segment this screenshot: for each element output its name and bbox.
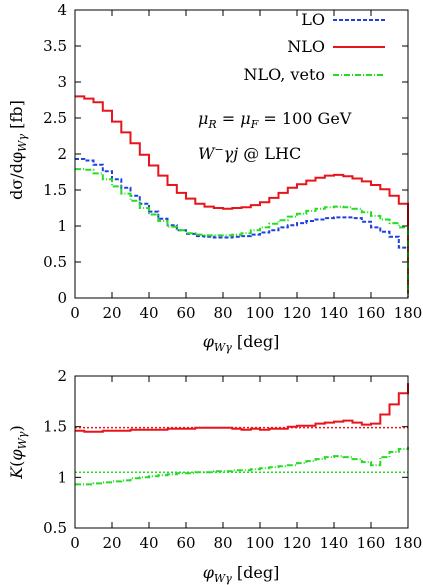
bottom-x-tick-label: 180 <box>394 534 423 552</box>
bottom-series-nlo-veto <box>75 446 409 486</box>
top-tick-labels: 0 20 40 60 80 100 120 140 160 180 0 0.5 1 1.5 2 2.5 3 3.5… <box>43 1 422 322</box>
bottom-y-tick-label: 1 <box>57 468 67 486</box>
top-x-tick-label: 60 <box>176 304 195 322</box>
bottom-series-group <box>75 383 409 486</box>
top-x-tick-label: 40 <box>139 304 158 322</box>
top-x-tick-label: 160 <box>357 304 386 322</box>
bottom-x-axis-label: φWγ [deg] <box>203 563 280 585</box>
bottom-ticks <box>74 375 409 529</box>
bottom-y-tick-label: 1.5 <box>43 418 67 436</box>
bottom-x-tick-label: 80 <box>213 534 232 552</box>
top-y-tick-label: 4 <box>57 1 67 19</box>
top-y-tick-label: 1 <box>57 217 67 235</box>
top-x-tick-label: 80 <box>213 304 232 322</box>
top-x-tick-label: 20 <box>102 304 121 322</box>
top-series-nlo-veto <box>75 168 409 295</box>
process-annotation: W−γj @ LHC <box>198 143 301 163</box>
top-y-tick-label: 0 <box>57 289 67 307</box>
bottom-x-tick-label: 20 <box>102 534 121 552</box>
top-x-tick-label: 120 <box>283 304 312 322</box>
top-y-tick-label: 3 <box>57 73 67 91</box>
top-x-tick-label: 100 <box>246 304 275 322</box>
top-y-tick-label: 3.5 <box>43 37 67 55</box>
legend: LO NLO NLO, veto <box>243 10 385 84</box>
bottom-series-nlo <box>75 383 409 433</box>
top-x-tick-label: 180 <box>394 304 423 322</box>
bottom-x-tick-label: 0 <box>70 534 80 552</box>
bottom-x-tick-label: 160 <box>357 534 386 552</box>
bottom-y-tick-label: 0.5 <box>43 519 67 537</box>
bottom-x-tick-label: 40 <box>139 534 158 552</box>
bottom-y-tick-label: 2 <box>57 367 67 385</box>
top-x-axis-label: φWγ [deg] <box>203 332 280 354</box>
top-series-lo <box>75 158 409 297</box>
bottom-plot-frame <box>74 375 409 529</box>
legend-label-lo: LO <box>301 10 325 29</box>
scale-annotation: μR = μF = 100 GeV <box>198 109 352 131</box>
legend-label-nlo: NLO <box>287 37 325 56</box>
bottom-tick-labels: 0 20 40 60 80 100 120 140 160 180 0.5 1 1.5 2 <box>43 367 422 552</box>
top-series-group <box>75 95 409 297</box>
top-x-tick-label: 0 <box>70 304 80 322</box>
top-series-nlo <box>75 95 409 295</box>
top-y-tick-label: 1.5 <box>43 181 67 199</box>
bottom-x-tick-label: 100 <box>246 534 275 552</box>
top-y-axis-label: dσ/dφWγ [fb] <box>7 100 29 200</box>
legend-label-nlo-veto: NLO, veto <box>243 65 325 84</box>
top-plot-frame <box>74 9 409 299</box>
top-y-tick-label: 2.5 <box>43 109 67 127</box>
bottom-y-axis-label: K(φWγ) <box>7 425 29 480</box>
top-x-tick-label: 140 <box>320 304 349 322</box>
bottom-x-tick-label: 140 <box>320 534 349 552</box>
top-y-tick-label: 2 <box>57 145 67 163</box>
top-panel: 0 20 40 60 80 100 120 140 160 180 0 0.5 1 1.5 2 2.5 3 3.5… <box>7 1 422 354</box>
bottom-x-tick-label: 60 <box>176 534 195 552</box>
bottom-x-tick-label: 120 <box>283 534 312 552</box>
top-y-tick-label: 0.5 <box>43 253 67 271</box>
